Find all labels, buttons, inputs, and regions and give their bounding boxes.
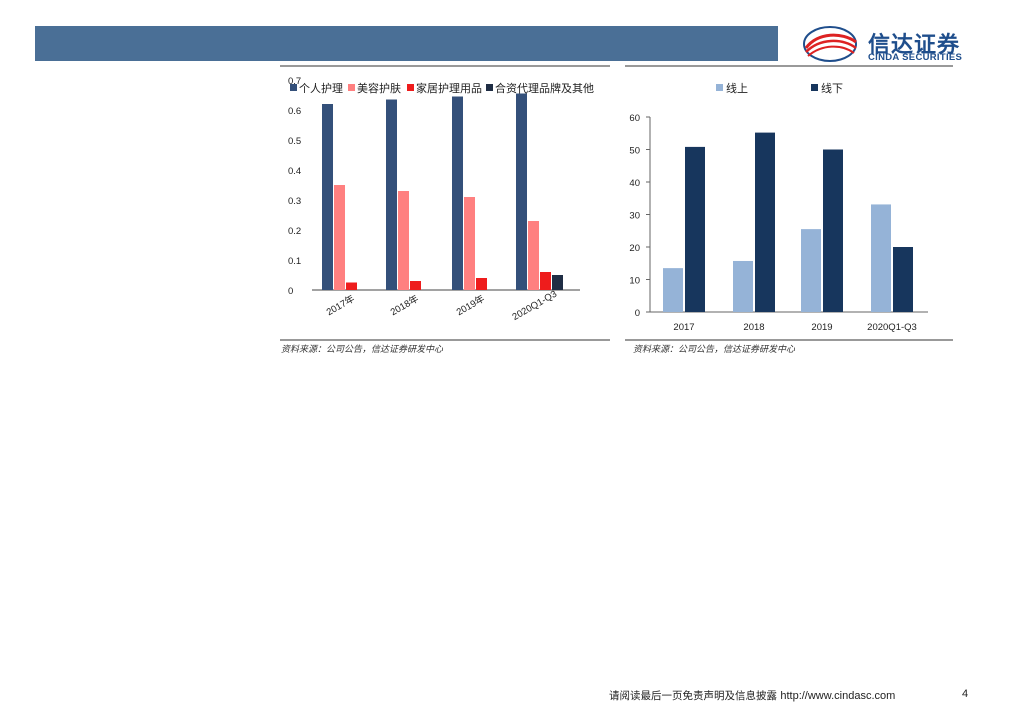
y-tick-label: 30 xyxy=(629,211,640,222)
y-tick-label: 60 xyxy=(629,113,640,124)
bar xyxy=(733,260,753,312)
page-number: 4 xyxy=(962,688,969,700)
legend-swatch xyxy=(811,84,818,91)
y-tick-label: 0.1 xyxy=(288,256,301,267)
y-tick-label: 0.6 xyxy=(288,106,301,117)
bar xyxy=(540,272,551,290)
footer-disclaimer: 请阅读最后一页免责声明及信息披露 http://www.cindasc.com xyxy=(609,688,895,703)
bar xyxy=(552,275,563,290)
right-chart-source: 资料来源：公司公告，信达证券研发中心 xyxy=(633,345,796,355)
bar xyxy=(801,229,821,312)
y-tick-label: 40 xyxy=(629,178,640,189)
bar xyxy=(871,204,891,312)
bar xyxy=(685,146,705,312)
y-tick-label: 0 xyxy=(288,286,293,297)
x-tick-label: 2020Q1-Q3 xyxy=(867,322,917,333)
y-tick-label: 0 xyxy=(635,308,640,319)
bar xyxy=(476,278,487,290)
online-offline-chart: 线上 线下 0 10 20 30 40 50 60 2017 2018 2019 2020Q1-Q3 xyxy=(625,65,953,341)
legend-label: 线下 xyxy=(821,81,843,95)
bar xyxy=(516,93,527,290)
bar xyxy=(823,149,843,312)
bar xyxy=(346,282,357,290)
logo-english-name: CINDA SECURITIES xyxy=(868,52,963,63)
legend-swatch xyxy=(348,84,355,91)
y-tick-label: 50 xyxy=(629,146,640,157)
legend-swatch xyxy=(407,84,414,91)
cinda-logo-icon xyxy=(803,26,857,62)
bar xyxy=(452,96,463,290)
y-tick-label: 0.5 xyxy=(288,136,301,147)
logo-chinese-name: 信达证券 xyxy=(868,33,961,58)
legend-label: 美容护肤 xyxy=(357,81,401,95)
bar xyxy=(334,185,345,290)
footer-text: 请阅读最后一页免责声明及信息披露 xyxy=(609,690,777,702)
bar xyxy=(528,221,539,290)
footer-url-link[interactable]: http://www.cindasc.com xyxy=(780,690,896,702)
y-tick-label: 0.2 xyxy=(288,226,301,237)
legend-label: 个人护理 xyxy=(299,81,343,95)
x-tick-label: 2019 xyxy=(811,322,832,333)
bar xyxy=(893,247,913,312)
y-tick-label: 0.7 xyxy=(288,76,301,87)
header-bar xyxy=(35,26,778,61)
bar xyxy=(663,268,683,312)
bar xyxy=(398,191,409,290)
bar xyxy=(464,197,475,290)
legend-swatch xyxy=(716,84,723,91)
legend-swatch xyxy=(290,84,297,91)
legend-label: 合资代理品牌及其他 xyxy=(495,81,594,95)
y-tick-label: 0.4 xyxy=(288,166,301,177)
legend-label: 家居护理用品 xyxy=(416,81,482,95)
y-tick-label: 20 xyxy=(629,243,640,254)
bar xyxy=(410,281,421,290)
y-tick-label: 10 xyxy=(629,276,640,287)
bar xyxy=(322,104,333,290)
left-chart-source: 资料来源：公司公告，信达证券研发中心 xyxy=(281,345,444,355)
y-tick-label: 0.3 xyxy=(288,196,301,207)
x-tick-label: 2017 xyxy=(673,322,694,333)
x-tick-label: 2018 xyxy=(743,322,764,333)
legend-swatch xyxy=(486,84,493,91)
bar xyxy=(386,99,397,290)
bar xyxy=(755,132,775,312)
legend-label: 线上 xyxy=(726,81,748,95)
